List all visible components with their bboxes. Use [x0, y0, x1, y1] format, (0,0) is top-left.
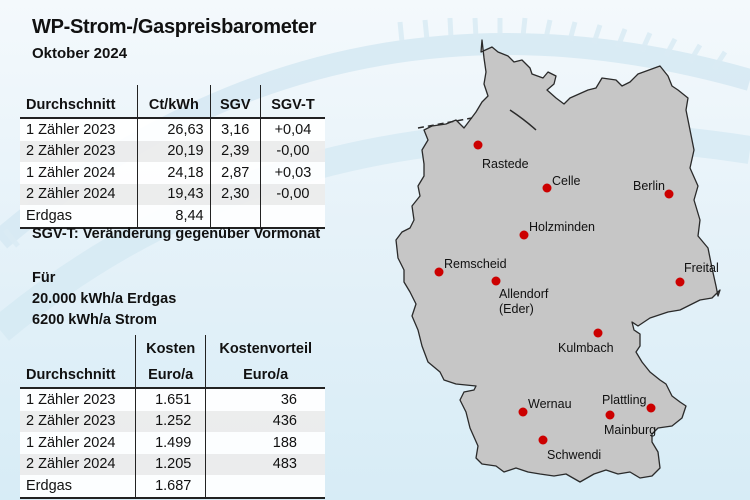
assumptions-block: Für 20.000 kWh/a Erdgas 6200 kWh/a Strom — [32, 268, 176, 331]
vorteil-cell — [205, 475, 325, 499]
kosten-cell: 1.205 — [134, 453, 206, 475]
assumptions-line: 6200 kWh/a Strom — [32, 312, 157, 328]
city-dot-icon — [675, 277, 685, 287]
kosten-cell: 1.252 — [134, 410, 206, 432]
row-label: Erdgas — [20, 205, 138, 229]
city-dot-icon — [605, 410, 615, 420]
city-label: Remscheid — [444, 257, 507, 271]
city-label: Plattling — [602, 393, 647, 407]
assumptions-line: Für — [32, 270, 56, 286]
city-dot-icon — [542, 183, 552, 193]
table-row: 2 Zähler 2024 19,43 2,30 -0,00 — [20, 183, 325, 205]
city-label: Freital — [684, 261, 719, 275]
assumptions-line: 20.000 kWh/a Erdgas — [32, 291, 177, 307]
sgv-t-cell: -0,00 — [259, 183, 325, 205]
ct-kwh-cell: 26,63 — [137, 118, 211, 141]
column-header: Durchschnitt — [20, 85, 138, 119]
table-row: 2 Zähler 2023 20,19 2,39 -0,00 — [20, 140, 325, 162]
column-header: Kosten — [134, 335, 206, 361]
city-dot-icon — [491, 276, 501, 286]
city-label: Rastede — [482, 157, 529, 171]
vorteil-cell: 36 — [205, 388, 325, 411]
cost-table: Kosten Kostenvorteil Durchschnitt Euro/a… — [20, 335, 325, 499]
sgv-cell: 2,39 — [209, 140, 261, 162]
city-dot-icon — [434, 267, 444, 277]
column-header: SGV — [209, 85, 261, 119]
table-row: 2 Zähler 2024 1.205 483 — [20, 453, 325, 475]
city-label: Allendorf (Eder) — [499, 287, 549, 316]
sgv-cell: 2,87 — [209, 162, 261, 184]
row-label: 1 Zähler 2024 — [20, 432, 136, 454]
page-title: WP-Strom-/Gaspreisbarometer — [32, 16, 317, 38]
sgv-t-cell: +0,03 — [259, 162, 325, 184]
table-row: 1 Zähler 2023 1.651 36 — [20, 388, 325, 411]
table-row: Erdgas 8,44 — [20, 205, 325, 229]
row-label: Erdgas — [20, 475, 136, 499]
vorteil-cell: 436 — [205, 410, 325, 432]
sgv-cell: 3,16 — [209, 118, 261, 141]
elbe-estuary — [509, 109, 537, 131]
city-dot-icon — [538, 435, 548, 445]
column-header: Durchschnitt — [20, 361, 136, 389]
ct-kwh-cell: 20,19 — [137, 140, 211, 162]
row-label: 2 Zähler 2024 — [20, 453, 136, 475]
table-row: 1 Zähler 2024 1.499 188 — [20, 432, 325, 454]
city-dot-icon — [519, 230, 529, 240]
city-label: Wernau — [528, 397, 572, 411]
table-row: Erdgas 1.687 — [20, 475, 325, 499]
column-header: Kostenvorteil — [205, 335, 325, 361]
city-label: Celle — [552, 174, 581, 188]
city-dot-icon — [593, 328, 603, 338]
vorteil-cell: 188 — [205, 432, 325, 454]
sgv-t-cell — [259, 205, 325, 229]
city-dot-icon — [518, 407, 528, 417]
row-label: 1 Zähler 2024 — [20, 162, 138, 184]
vorteil-cell: 483 — [205, 453, 325, 475]
sgv-t-cell: +0,04 — [259, 118, 325, 141]
row-label: 1 Zähler 2023 — [20, 388, 136, 411]
price-table: Durchschnitt Ct/kWh SGV SGV-T 1 Zähler 2… — [20, 85, 325, 229]
column-header: Euro/a — [205, 361, 325, 389]
kosten-cell: 1.499 — [134, 432, 206, 454]
table-row: 1 Zähler 2023 26,63 3,16 +0,04 — [20, 118, 325, 141]
column-header: Ct/kWh — [137, 85, 211, 119]
kosten-cell: 1.687 — [134, 475, 206, 499]
city-label: Mainburg — [604, 423, 657, 437]
table-row: 2 Zähler 2023 1.252 436 — [20, 410, 325, 432]
column-header: Euro/a — [134, 361, 206, 389]
table-row: 1 Zähler 2024 24,18 2,87 +0,03 — [20, 162, 325, 184]
ct-kwh-cell: 8,44 — [137, 205, 211, 229]
coastline-islands — [417, 117, 473, 129]
city-label: Schwendi — [547, 448, 602, 462]
germany-outline — [395, 39, 721, 483]
sgv-t-cell: -0,00 — [259, 140, 325, 162]
city-dot-icon — [646, 403, 656, 413]
sgv-cell — [209, 205, 261, 229]
kosten-cell: 1.651 — [134, 388, 206, 411]
city-dot-icon — [664, 189, 674, 199]
ct-kwh-cell: 24,18 — [137, 162, 211, 184]
row-label: 2 Zähler 2023 — [20, 410, 136, 432]
city-label: Kulmbach — [558, 341, 614, 355]
column-header: SGV-T — [259, 85, 325, 119]
sgv-t-footnote: SGV-T: Veränderung gegenüber Vormonat — [32, 226, 321, 242]
row-label: 1 Zähler 2023 — [20, 118, 138, 141]
page-subtitle: Oktober 2024 — [32, 45, 128, 62]
ct-kwh-cell: 19,43 — [137, 183, 211, 205]
row-label: 2 Zähler 2024 — [20, 183, 138, 205]
sgv-cell: 2,30 — [209, 183, 261, 205]
row-label: 2 Zähler 2023 — [20, 140, 138, 162]
city-dot-icon — [473, 140, 483, 150]
city-label: Holzminden — [529, 220, 596, 234]
city-label: Berlin — [633, 179, 665, 193]
